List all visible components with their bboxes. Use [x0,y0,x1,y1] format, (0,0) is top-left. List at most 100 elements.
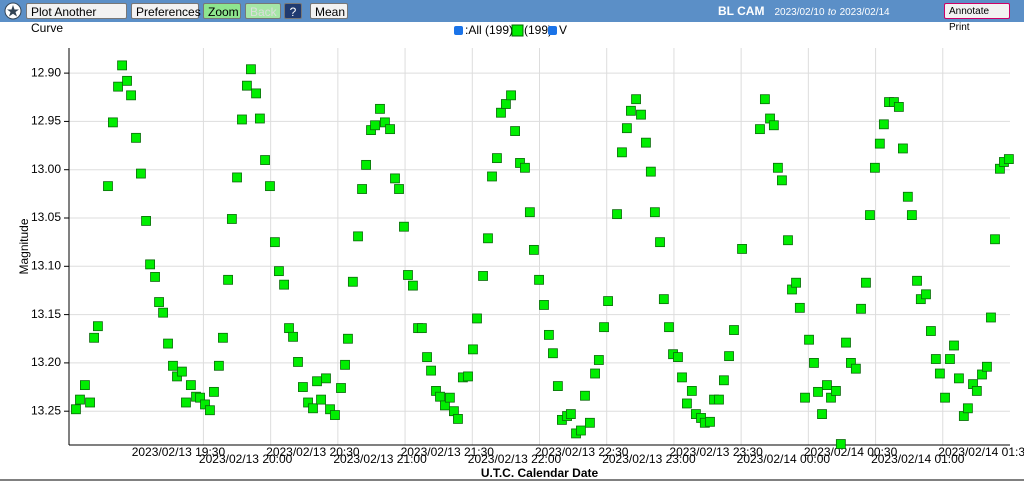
data-point [949,340,959,351]
help-button[interactable]: ? [284,3,302,19]
data-point [113,81,123,92]
data-point [500,99,511,109]
data-point [237,114,247,125]
x-tick-label: 2023/02/13 22:30 [535,445,629,459]
y-tick-label: 13.25 [31,403,61,417]
mean-button[interactable]: Mean [310,3,348,19]
data-point [772,162,783,173]
data-point [729,325,739,335]
data-point [677,372,687,383]
data-point [181,397,191,408]
data-point [435,391,445,402]
data-point [804,334,814,345]
data-point [223,274,233,285]
data-point [850,363,861,374]
data-point [794,302,805,313]
data-point [168,360,178,371]
data-point [724,351,734,362]
data-point [154,297,164,307]
data-point [902,191,913,202]
plot-another-button[interactable]: Plot Another Curve [26,3,127,35]
data-point [75,394,85,405]
zoom-button[interactable]: Zoom [203,3,241,19]
x-tick-label: 2023/02/14 00:30 [804,445,898,459]
data-point [874,138,885,149]
data-point [251,88,261,99]
y-tick-label: 13.20 [31,355,61,369]
data-point [141,216,151,226]
data-point [977,369,987,380]
date-from: 2023/02/10 [774,7,825,18]
data-point [649,207,660,218]
legend-band: V [559,23,567,37]
x-tick-label: 2023/02/13 23:00 [602,452,696,466]
preferences-button[interactable]: Preferences [131,3,201,19]
data-point [664,322,674,333]
data-point [158,307,169,318]
data-point [846,357,856,368]
data-point [835,439,846,449]
y-tick-label: 13.15 [31,307,61,321]
data-point [906,210,917,221]
data-point [791,277,801,288]
data-point [971,386,982,396]
data-point [982,361,992,372]
data-point [934,368,945,379]
data-point [1003,154,1014,164]
data-point [226,214,237,224]
x-tick-label: 2023/02/13 23:30 [669,445,763,459]
data-point [279,279,289,290]
data-point [506,90,516,101]
data-point [336,383,346,393]
data-point [416,323,427,334]
data-point [195,392,205,403]
data-point [463,371,473,382]
data-point [71,404,81,415]
data-point [534,274,544,285]
legend-swatch [511,24,524,37]
data-point [865,210,875,221]
legend-checkbox [454,26,463,35]
data-point [80,380,90,391]
x-tick-label: 2023/02/14 00:00 [737,452,831,466]
y-tick-label: 12.95 [31,114,61,128]
data-point [878,119,889,130]
data-point [213,360,224,371]
data-point [636,109,646,120]
data-point [861,277,871,288]
data-point [552,381,563,391]
y-tick-label: 13.10 [31,258,61,272]
data-point [800,392,810,403]
data-point [403,270,413,280]
data-point [759,94,770,105]
data-point [380,117,390,128]
data-point [108,117,118,128]
data-point [274,266,284,277]
back-button[interactable]: Back [245,3,281,19]
data-point [926,326,936,336]
data-point [200,399,210,410]
data-point [131,132,141,143]
data-point [714,394,724,405]
data-point [539,300,549,310]
data-point [246,64,256,75]
legend-all: :All (199) [465,23,513,37]
data-point [426,365,436,376]
data-point [93,321,103,332]
data-point [705,416,715,427]
data-point [962,403,973,414]
data-point [241,80,252,91]
data-point [826,392,836,403]
data-point [177,366,187,377]
date-to: 2023/02/14 [839,7,890,18]
data-point [483,233,493,244]
data-point [576,425,586,436]
data-point [921,289,931,300]
annotate-button[interactable]: Annotate Print [944,3,1010,33]
data-point [89,332,99,343]
y-tick-label: 12.90 [31,65,61,79]
data-point [269,237,280,248]
x-tick-label: 2023/02/14 01:30 [938,445,1024,459]
data-point [453,414,463,424]
data-point [260,155,270,165]
